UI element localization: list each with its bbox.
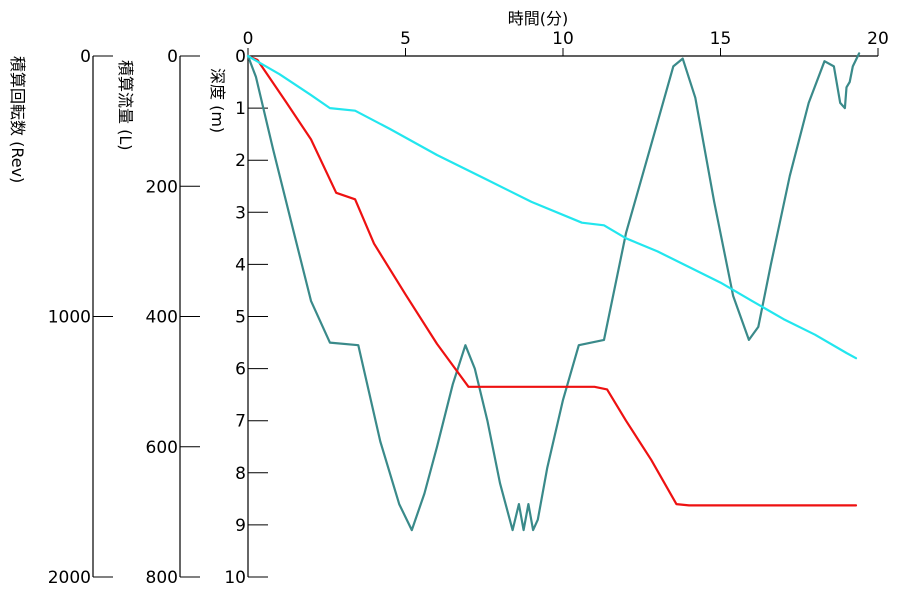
y-tick-label-depth: 2	[235, 151, 246, 171]
x-tick-label: 10	[552, 29, 574, 49]
y-tick-label-depth: 10	[224, 568, 246, 588]
y-tick-label-rev: 1000	[48, 308, 91, 328]
y-tick-label-flow: 400	[146, 308, 178, 328]
y-tick-label-flow: 0	[167, 47, 178, 67]
x-axis-title: 時間(分)	[508, 9, 569, 28]
y-axis-ticks: 0 1 2 3 4 5 6 7 8 9 10 0 200 400 600 800 0 1000 2000	[48, 47, 268, 588]
series-line-1	[246, 52, 861, 532]
y-tick-label-rev: 2000	[48, 568, 91, 588]
y-tick-label-flow: 200	[146, 177, 178, 197]
y-tick-label-depth: 0	[235, 47, 246, 67]
y-axis-title-rev: 積算回転数 (Rev)	[8, 56, 27, 183]
y-axis-title-flow: 積算流量 (L)	[116, 60, 135, 151]
x-tick-label: 20	[867, 29, 889, 49]
y-tick-label-flow: 800	[146, 568, 178, 588]
y-tick-label-depth: 4	[235, 255, 246, 275]
y-tick-label-depth: 9	[235, 516, 246, 536]
x-tick-label: 5	[400, 29, 411, 49]
series-line-3	[246, 54, 858, 360]
y-tick-label-depth: 5	[235, 308, 246, 328]
x-tick-label: 15	[710, 29, 732, 49]
y-tick-label-depth: 7	[235, 412, 246, 432]
y-axis-title-depth: 深度 (m)	[208, 68, 227, 133]
x-axis-ticks: 0 5 10 15 20	[243, 29, 889, 56]
y-tick-label-depth: 3	[235, 203, 246, 223]
x-tick-label: 0	[243, 29, 254, 49]
y-tick-label-flow: 600	[146, 438, 178, 458]
y-tick-label-depth: 8	[235, 464, 246, 484]
y-tick-label-depth: 6	[235, 360, 246, 380]
y-tick-label-rev: 0	[80, 47, 91, 67]
series-line-2	[246, 54, 858, 507]
y-tick-label-depth: 1	[235, 99, 246, 119]
series-layer	[246, 52, 861, 532]
